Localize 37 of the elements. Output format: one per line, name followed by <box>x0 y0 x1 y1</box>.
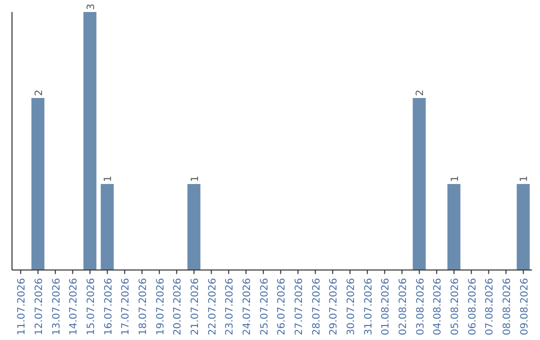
data-label: 1 <box>450 176 461 182</box>
x-tick-label: 08.08.2026 <box>502 278 513 336</box>
x-tick-label: 22.07.2026 <box>207 278 218 336</box>
x-tick-label: 11.07.2026 <box>16 278 28 336</box>
x-tick-label: 05.08.2026 <box>450 278 461 336</box>
x-tick-label: 17.07.2026 <box>120 278 132 336</box>
x-tick-label: 21.07.2026 <box>190 278 201 336</box>
x-tick-label: 26.07.2026 <box>276 278 288 336</box>
x-tick-label: 09.08.2026 <box>519 278 530 336</box>
x-tick-label: 06.08.2026 <box>467 278 478 336</box>
x-tick-label: 04.08.2026 <box>432 278 444 336</box>
data-label: 1 <box>190 176 201 182</box>
x-tick-label: 20.07.2026 <box>172 278 184 336</box>
x-tick-label: 30.07.2026 <box>346 278 357 336</box>
x-tick-label: 14.07.2026 <box>68 278 80 336</box>
x-tick-label: 19.07.2026 <box>155 278 166 336</box>
x-tick-label: 24.07.2026 <box>242 278 253 336</box>
data-label: 1 <box>103 176 114 182</box>
x-tick-label: 28.07.2026 <box>311 278 322 336</box>
x-tick-label: 29.07.2026 <box>328 278 340 336</box>
x-tick-label: 13.07.2026 <box>51 278 62 336</box>
data-label: 2 <box>34 90 45 96</box>
x-tick-label: 12.07.2026 <box>34 278 45 336</box>
x-tick-label: 31.07.2026 <box>363 278 374 336</box>
x-tick-label: 01.08.2026 <box>380 278 392 336</box>
x-tick-label: 02.08.2026 <box>398 278 409 336</box>
x-tick-label: 18.07.2026 <box>138 278 149 336</box>
x-tick-label: 25.07.2026 <box>259 278 270 336</box>
x-tick-label: 07.08.2026 <box>484 278 496 336</box>
data-label: 2 <box>415 90 426 96</box>
x-tick-label: 16.07.2026 <box>103 278 114 336</box>
x-tick-label: 27.07.2026 <box>294 278 305 336</box>
data-label: 1 <box>519 176 530 182</box>
x-tick-label: 03.08.2026 <box>415 278 426 336</box>
data-label: 3 <box>86 4 97 10</box>
x-tick-label: 23.07.2026 <box>224 278 236 336</box>
x-tick-label: 15.07.2026 <box>86 278 97 336</box>
